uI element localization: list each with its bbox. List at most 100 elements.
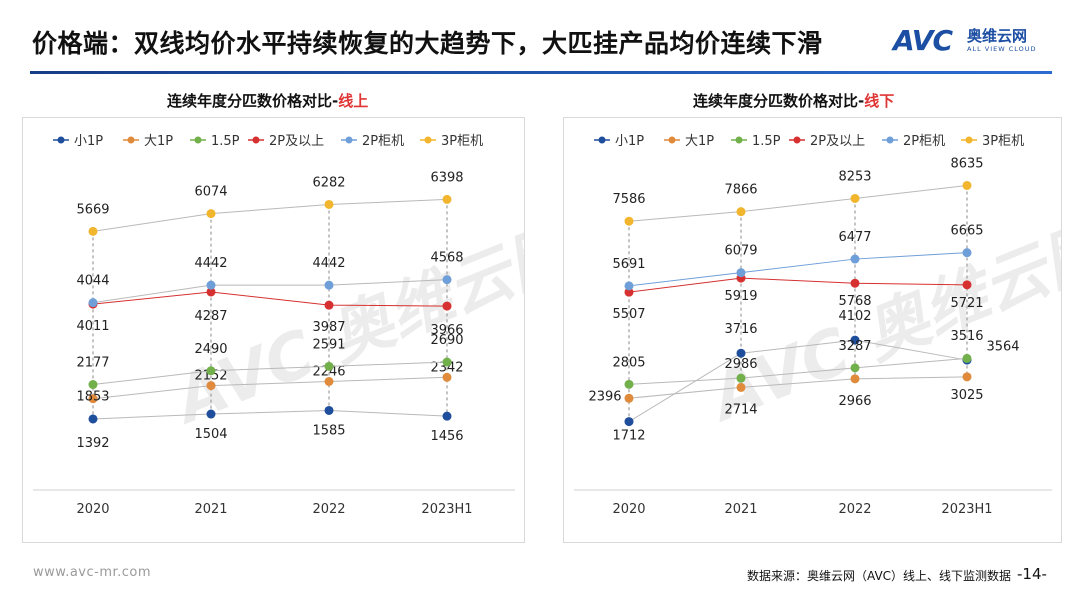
header-rule bbox=[30, 71, 1052, 74]
legend-label: 2P及以上 bbox=[269, 134, 324, 149]
data-point bbox=[88, 414, 98, 424]
series-line bbox=[628, 357, 968, 385]
data-label: 2966 bbox=[838, 394, 871, 409]
data-point bbox=[624, 417, 634, 427]
data-label: 6477 bbox=[838, 230, 871, 245]
data-label: 3025 bbox=[950, 388, 983, 403]
data-label: 6282 bbox=[312, 175, 345, 190]
series-line bbox=[628, 252, 968, 287]
data-point bbox=[442, 411, 452, 421]
data-label: 1853 bbox=[76, 390, 109, 405]
data-label: 6079 bbox=[724, 244, 757, 259]
data-label: 2152 bbox=[194, 369, 227, 384]
legend-label: 小1P bbox=[74, 134, 103, 149]
data-point bbox=[206, 287, 216, 297]
data-label: 5721 bbox=[950, 296, 983, 311]
legend-marker bbox=[345, 136, 353, 144]
footer-url: www.avc-mr.com bbox=[33, 565, 152, 580]
data-point bbox=[850, 363, 860, 373]
data-point bbox=[442, 372, 452, 382]
series-line bbox=[92, 291, 448, 307]
data-label: 2246 bbox=[312, 364, 345, 379]
legend-marker bbox=[735, 136, 743, 144]
data-label: 7866 bbox=[724, 183, 757, 198]
data-point bbox=[962, 248, 972, 258]
data-point bbox=[624, 287, 634, 297]
data-point bbox=[736, 207, 746, 217]
data-label: 4442 bbox=[194, 256, 227, 271]
series-line bbox=[92, 198, 448, 232]
legend-marker bbox=[424, 136, 432, 144]
data-label: 6665 bbox=[950, 224, 983, 239]
brand-name-en: ALL VIEW CLOUD bbox=[967, 45, 1037, 53]
data-label: 1585 bbox=[312, 423, 345, 438]
x-tick-label: 2021 bbox=[724, 502, 757, 517]
data-label: 2396 bbox=[588, 389, 621, 404]
page-title: 价格端：双线均价水平持续恢复的大趋势下，大匹挂产品均价连续下滑 bbox=[32, 29, 823, 58]
data-label: 4011 bbox=[76, 319, 109, 334]
data-label: 1504 bbox=[194, 427, 227, 442]
legend-marker bbox=[127, 136, 135, 144]
legend-label: 3P柜机 bbox=[441, 134, 483, 149]
data-point bbox=[624, 216, 634, 226]
legend-label: 大1P bbox=[144, 134, 173, 149]
data-point bbox=[850, 278, 860, 288]
brand-logo: AVC 奥维云网 ALL VIEW CLOUD bbox=[893, 22, 1053, 58]
data-point bbox=[88, 226, 98, 236]
data-label: 2490 bbox=[194, 342, 227, 357]
data-label: 3716 bbox=[724, 322, 757, 337]
data-point bbox=[624, 379, 634, 389]
data-point bbox=[324, 376, 334, 386]
data-label: 3966 bbox=[430, 323, 463, 338]
data-point bbox=[850, 335, 860, 345]
data-point bbox=[88, 380, 98, 390]
right-line-chart: AVC 奥维云网 ALL VIEW CLOUD 小1P 大1P 1.5P 2P及以上 2P… bbox=[574, 118, 1061, 517]
legend-label: 2P及以上 bbox=[810, 134, 865, 149]
legend-label: 1.5P bbox=[752, 134, 781, 149]
legend-label: 2P柜机 bbox=[362, 134, 404, 149]
data-label: 2177 bbox=[76, 356, 109, 371]
left-line-chart: AVC 奥维云网 ALL VIEW CLOUD 小1P 大1P 1.5P 2P及以上 2P… bbox=[33, 118, 524, 517]
legend-label: 1.5P bbox=[211, 134, 240, 149]
data-label: 2805 bbox=[612, 355, 645, 370]
legend-label: 3P柜机 bbox=[982, 134, 1024, 149]
series-line bbox=[92, 279, 448, 304]
page-number: -14- bbox=[1017, 565, 1047, 583]
series-line bbox=[628, 376, 968, 399]
data-point bbox=[206, 381, 216, 391]
legend-marker bbox=[194, 136, 202, 144]
x-tick-label: 2022 bbox=[838, 502, 871, 517]
data-label: 2591 bbox=[312, 337, 345, 352]
data-point bbox=[962, 280, 972, 290]
series-line bbox=[92, 376, 448, 400]
data-label: 4044 bbox=[76, 274, 109, 289]
data-label: 6074 bbox=[194, 185, 227, 200]
watermark-text: AVC 奥维云网 ALL VIEW CLOUD bbox=[161, 118, 524, 440]
legend-marker bbox=[598, 136, 606, 144]
data-label: 5669 bbox=[76, 202, 109, 217]
legend-marker bbox=[57, 136, 65, 144]
data-point bbox=[736, 382, 746, 392]
data-point bbox=[442, 301, 452, 311]
data-point bbox=[850, 193, 860, 203]
data-point bbox=[324, 361, 334, 371]
data-label: 2690 bbox=[430, 333, 463, 348]
right-chart-title: 连续年度分匹数价格对比-线下 bbox=[693, 92, 895, 110]
data-point bbox=[736, 348, 746, 358]
data-point bbox=[850, 254, 860, 264]
data-label: 3987 bbox=[312, 320, 345, 335]
data-label: 2986 bbox=[724, 357, 757, 372]
watermark: AVC 奥维云网 ALL VIEW CLOUD bbox=[697, 118, 1061, 438]
legend-marker bbox=[252, 136, 260, 144]
data-label: 3287 bbox=[838, 339, 871, 354]
legend-label: 小1P bbox=[615, 134, 644, 149]
x-tick-label: 2022 bbox=[312, 502, 345, 517]
data-point bbox=[850, 374, 860, 384]
data-point bbox=[736, 268, 746, 278]
series-line bbox=[628, 339, 968, 423]
data-point bbox=[88, 298, 98, 308]
data-label: 8635 bbox=[950, 156, 983, 171]
left-chart-panel: AVC 奥维云网 ALL VIEW CLOUD 小1P 大1P 1.5P 2P及以上 2P… bbox=[22, 117, 525, 543]
series-line bbox=[628, 277, 968, 293]
series-line bbox=[92, 361, 448, 386]
